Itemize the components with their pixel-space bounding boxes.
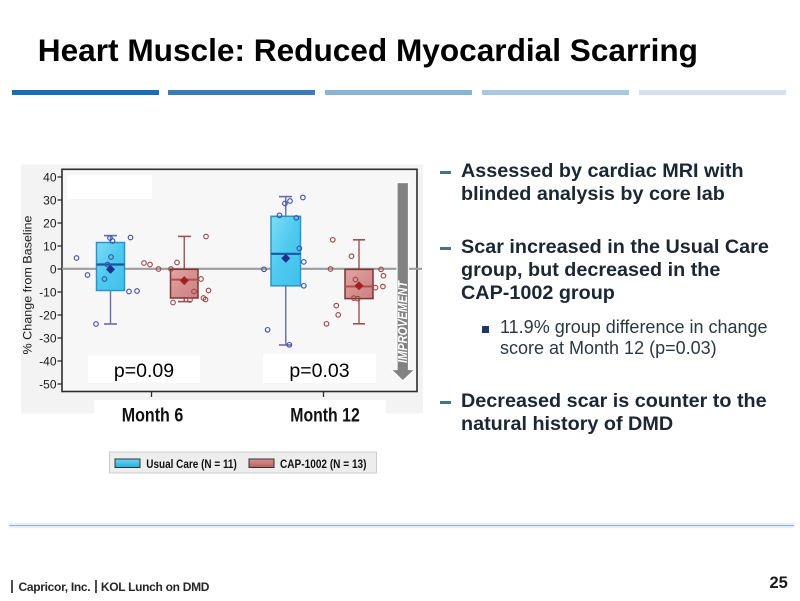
svg-text:-10: -10 (39, 286, 57, 300)
svg-text:-20: -20 (39, 309, 57, 323)
svg-text:Month 6: Month 6 (122, 406, 184, 427)
svg-text:-40: -40 (39, 355, 57, 369)
svg-text:10: 10 (43, 240, 57, 254)
svg-text:20: 20 (43, 217, 57, 231)
svg-text:p=0.09: p=0.09 (114, 360, 174, 382)
svg-text:% Change from Baseline: % Change from Baseline (21, 215, 35, 354)
svg-text:30: 30 (43, 194, 57, 208)
svg-text:-30: -30 (39, 332, 57, 346)
svg-text:40: 40 (43, 171, 57, 185)
svg-text:p=0.03: p=0.03 (289, 360, 349, 382)
svg-text:Month 12: Month 12 (290, 406, 360, 427)
svg-text:IMPROVEMENT: IMPROVEMENT (396, 280, 410, 363)
svg-text:0: 0 (50, 263, 57, 277)
svg-text:Usual Care (N = 11): Usual Care (N = 11) (146, 459, 237, 471)
svg-text:CAP-1002 (N = 13): CAP-1002 (N = 13) (280, 459, 367, 471)
svg-text:-50: -50 (39, 378, 57, 392)
